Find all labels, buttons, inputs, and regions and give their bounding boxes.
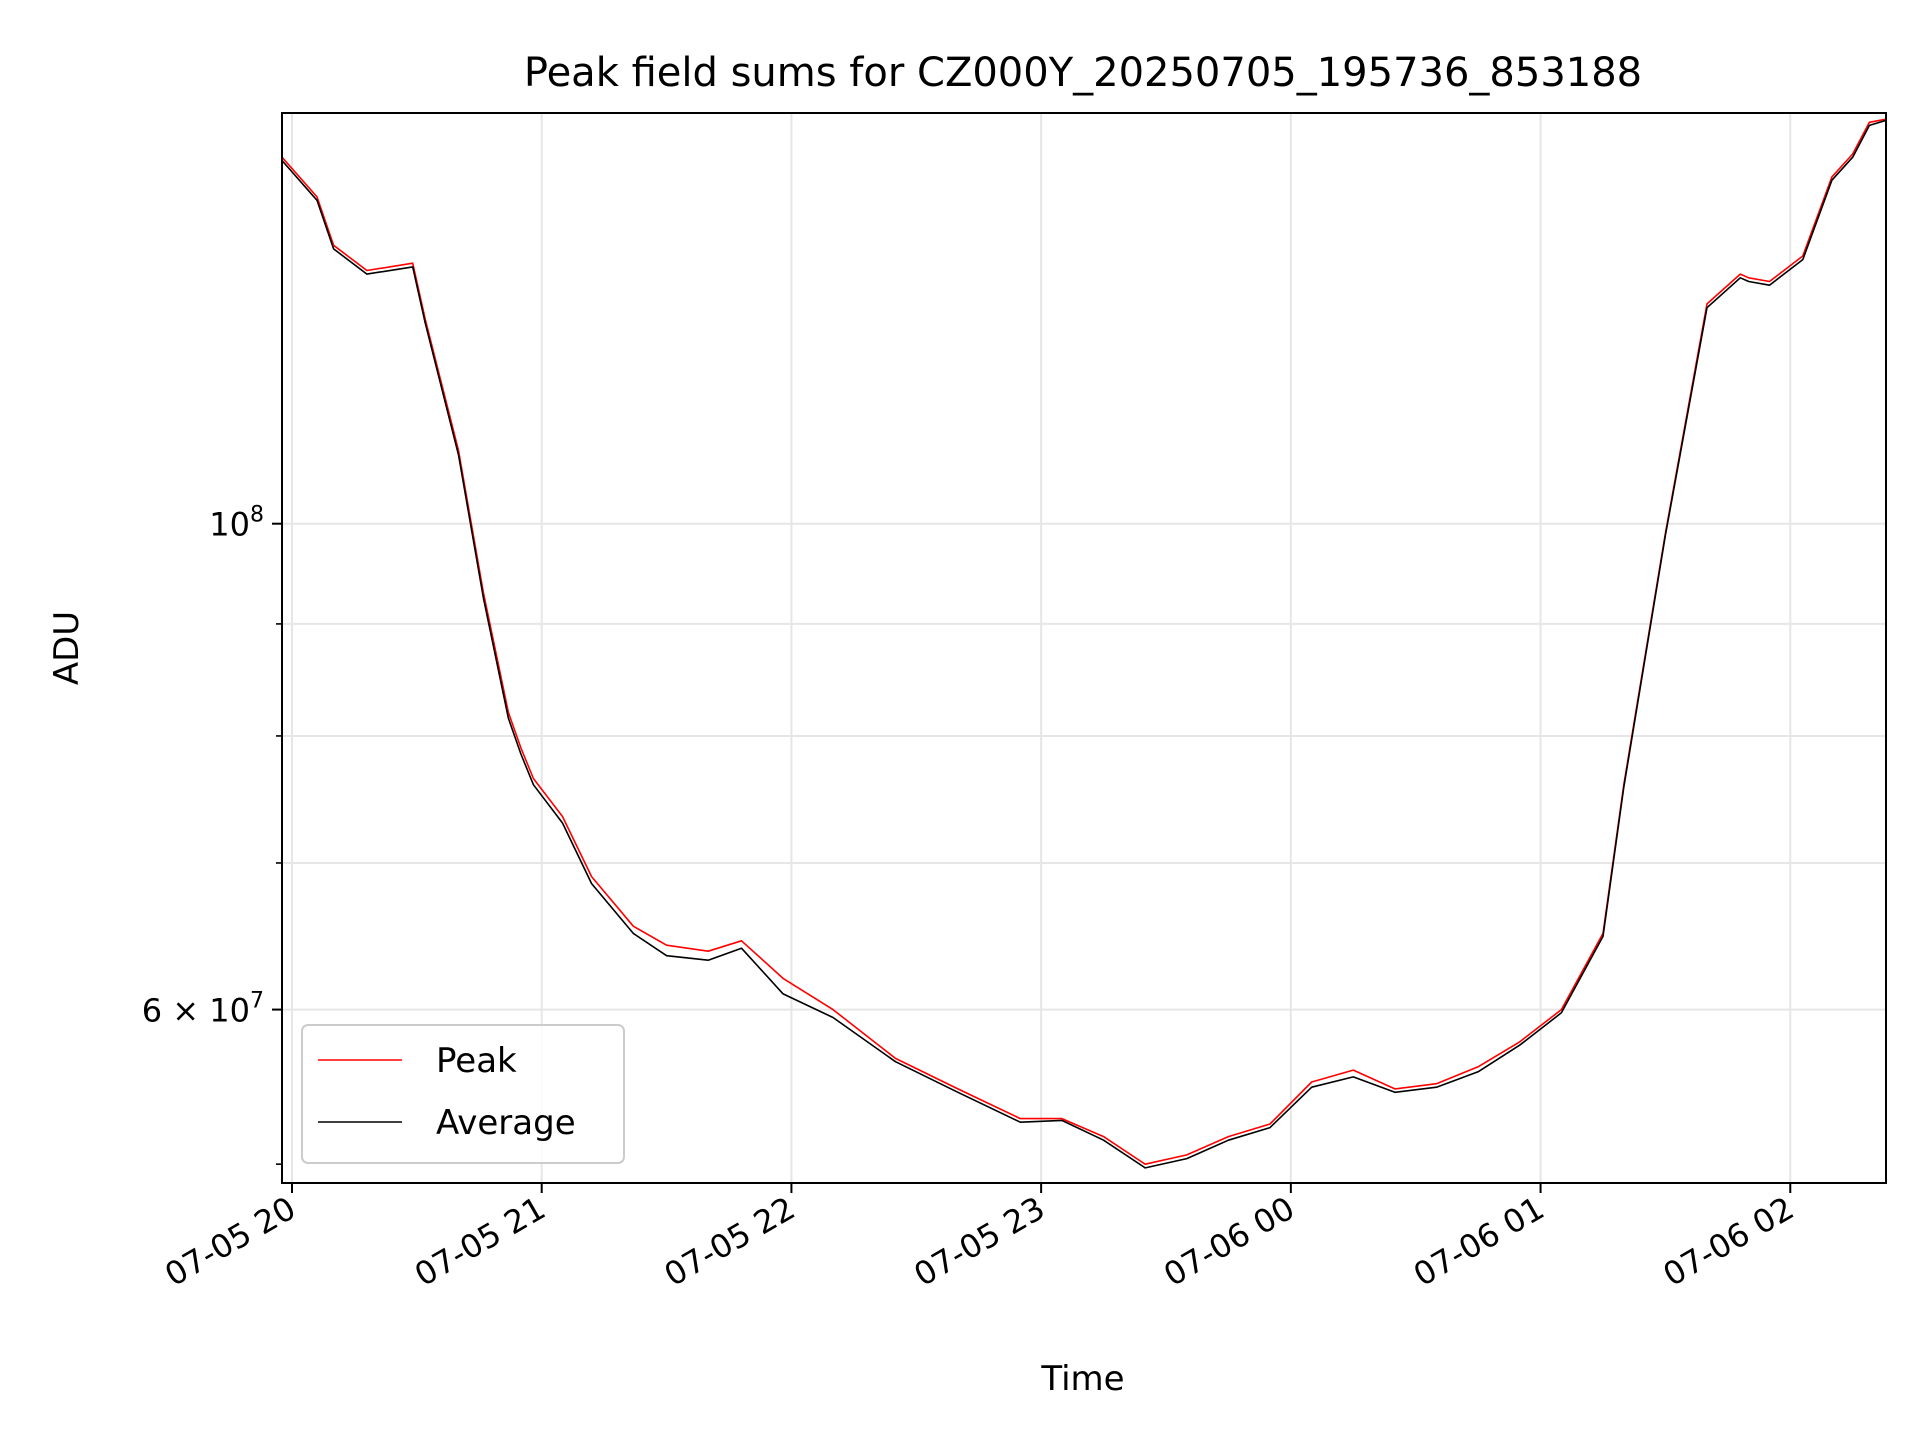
x-tick-label: 07-05 23 <box>908 1189 1052 1294</box>
legend: Peak Average <box>301 1024 625 1164</box>
x-tick-label: 07-05 21 <box>408 1189 552 1294</box>
series-average-line <box>281 119 1887 1169</box>
x-axis-ticks: 07-05 20 07-05 21 07-05 22 07-05 23 07-06 00… <box>158 1183 1800 1294</box>
x-tick-label: 07-05 22 <box>658 1189 802 1294</box>
y-axis-label: ADU <box>47 611 87 685</box>
x-axis-label: Time <box>1040 1359 1124 1399</box>
y-axis-ticks: 108 6 × 107 <box>142 503 282 1165</box>
series-layer <box>281 118 1887 1169</box>
y-tick-label: 108 <box>209 503 264 544</box>
series-peak-line <box>281 118 1887 1165</box>
grid <box>282 113 1886 1183</box>
x-tick-label: 07-06 01 <box>1407 1189 1551 1294</box>
x-tick-label: 07-06 00 <box>1157 1189 1301 1294</box>
plot-frame <box>281 112 1887 1184</box>
x-tick-label: 07-05 20 <box>158 1189 302 1294</box>
legend-label-peak: Peak <box>436 1041 517 1081</box>
legend-label-average: Average <box>436 1103 576 1143</box>
chart-title: Peak field sums for CZ000Y_20250705_1957… <box>524 50 1642 96</box>
y-tick-label: 6 × 107 <box>142 989 264 1030</box>
x-tick-label: 07-06 02 <box>1657 1189 1801 1294</box>
